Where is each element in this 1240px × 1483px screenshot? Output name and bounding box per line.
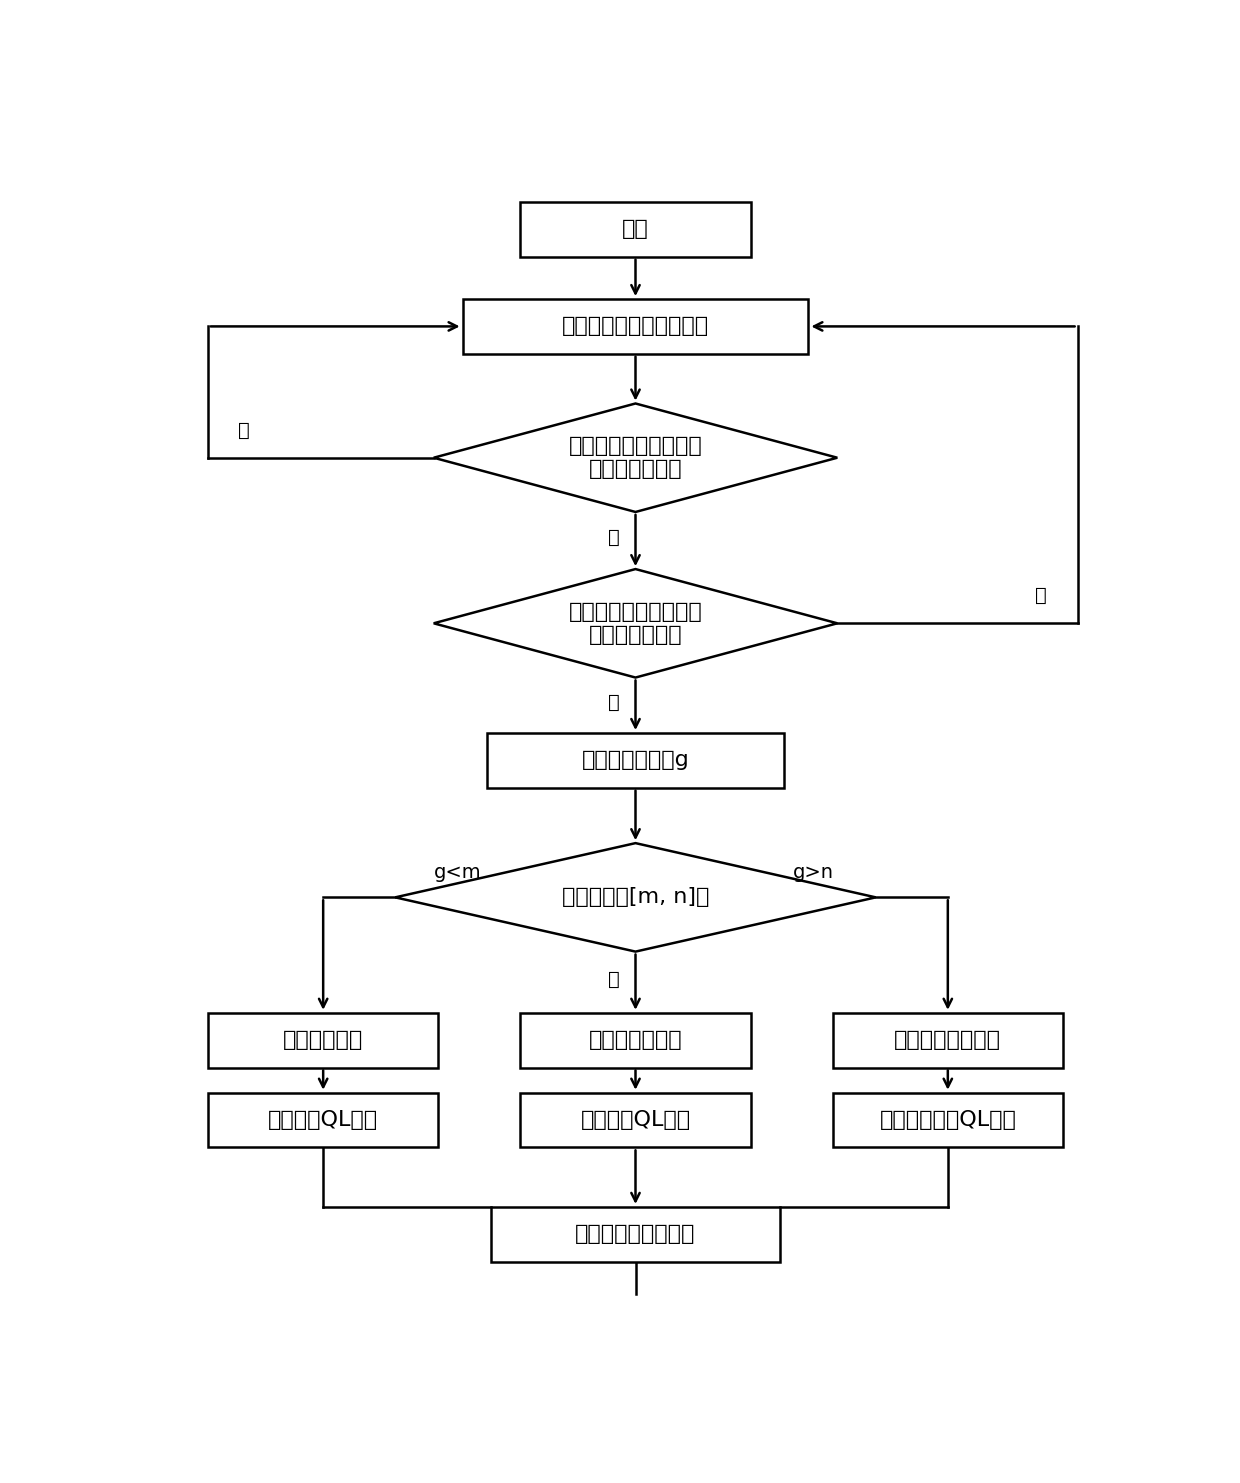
Bar (521, 202, 751, 257)
Bar (208, 1093, 439, 1148)
Text: 是否有机器最高挡运行
仍低于目标流量: 是否有机器最高挡运行 仍低于目标流量 (569, 602, 702, 645)
Text: 目标流量广播给从机: 目标流量广播给从机 (575, 1225, 696, 1244)
Text: 流量目标QL调大: 流量目标QL调大 (268, 1111, 378, 1130)
Text: 是: 是 (238, 421, 250, 440)
Text: 增压风机调低: 增压风机调低 (283, 1031, 363, 1050)
Bar (463, 300, 808, 354)
Bar (832, 1093, 1063, 1148)
Bar (521, 1013, 751, 1068)
Bar (832, 1013, 1063, 1068)
Text: 是否有机器最低挡运行
仍高于目标流量: 是否有机器最低挡运行 仍高于目标流量 (569, 436, 702, 479)
Polygon shape (434, 569, 837, 678)
Text: 是: 是 (609, 970, 620, 989)
Text: g<m: g<m (434, 863, 481, 882)
Text: 主机计算开机率g: 主机计算开机率g (582, 750, 689, 770)
Bar (521, 1093, 751, 1148)
Text: 增压风机转速提高: 增压风机转速提高 (894, 1031, 1002, 1050)
Text: 判断是否在[m, n]内: 判断是否在[m, n]内 (562, 887, 709, 908)
Bar (491, 1207, 780, 1262)
Text: 是: 是 (1035, 586, 1047, 605)
Polygon shape (434, 403, 837, 512)
Text: g>n: g>n (792, 863, 833, 882)
Polygon shape (396, 844, 875, 952)
Bar (486, 733, 785, 787)
Text: 否: 否 (609, 528, 620, 547)
Text: 从机流量目标QL调小: 从机流量目标QL调小 (879, 1111, 1017, 1130)
Text: 获取当前运行的从机流量: 获取当前运行的从机流量 (562, 316, 709, 337)
Text: 否: 否 (609, 693, 620, 712)
Text: 增压风机不调整: 增压风机不调整 (589, 1031, 682, 1050)
Text: 开机: 开机 (622, 219, 649, 239)
Text: 流量目标QL不变: 流量目标QL不变 (580, 1111, 691, 1130)
Bar (208, 1013, 439, 1068)
